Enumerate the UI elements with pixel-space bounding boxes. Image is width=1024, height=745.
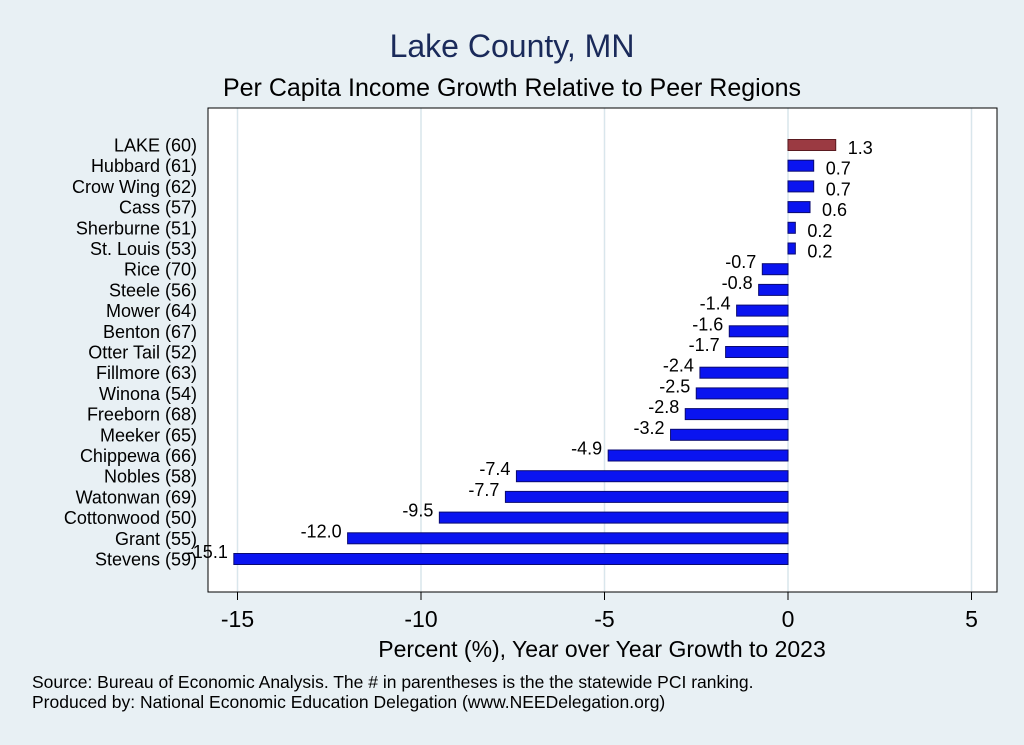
bar xyxy=(233,553,789,565)
chart-title: Lake County, MN xyxy=(389,28,635,64)
value-label: -15.1 xyxy=(187,542,228,562)
bar xyxy=(670,428,789,441)
value-label: 0.7 xyxy=(826,159,851,179)
value-label: 0.2 xyxy=(807,221,832,241)
category-label: Watonwan (69) xyxy=(76,487,197,507)
x-tick-label: 5 xyxy=(965,606,978,632)
value-label: -7.4 xyxy=(479,459,510,479)
bar xyxy=(684,408,789,421)
category-label: St. Louis (53) xyxy=(90,239,197,259)
value-label: -0.7 xyxy=(725,252,756,272)
bar xyxy=(787,242,796,255)
plot-frame xyxy=(207,107,998,593)
footer-notes: Source: Bureau of Economic Analysis. The… xyxy=(32,672,753,712)
value-label: -12.0 xyxy=(301,521,342,541)
category-label: Stevens (59) xyxy=(95,550,197,570)
category-label: Benton (67) xyxy=(103,322,197,342)
category-label: Otter Tail (52) xyxy=(88,343,197,363)
bar xyxy=(699,366,789,379)
x-tick-label: -10 xyxy=(404,606,437,632)
bar xyxy=(761,263,789,276)
x-axis-label: Percent (%), Year over Year Growth to 20… xyxy=(378,636,826,662)
value-label: 1.3 xyxy=(848,138,873,158)
value-label: -1.6 xyxy=(692,314,723,334)
chart-subtitle: Per Capita Income Growth Relative to Pee… xyxy=(222,74,802,102)
x-tick-label: -15 xyxy=(221,606,254,632)
value-label: -2.8 xyxy=(648,397,679,417)
bar xyxy=(787,139,837,151)
bar xyxy=(607,449,789,462)
value-label: -2.5 xyxy=(659,376,690,396)
category-label: Winona (54) xyxy=(99,384,197,404)
value-label: -2.4 xyxy=(663,356,694,376)
bar xyxy=(695,387,789,400)
bar xyxy=(787,221,796,234)
value-label: -7.7 xyxy=(468,480,499,500)
category-label: Hubbard (61) xyxy=(91,156,197,176)
x-tick-label: -5 xyxy=(594,606,614,632)
category-label: Freeborn (68) xyxy=(87,405,197,425)
value-label: -4.9 xyxy=(571,439,602,459)
category-label: LAKE (60) xyxy=(114,136,197,156)
category-label: Meeker (65) xyxy=(100,425,197,445)
category-label: Steele (56) xyxy=(109,280,197,300)
bar xyxy=(787,159,815,172)
category-label: Rice (70) xyxy=(124,260,197,280)
value-label: 0.2 xyxy=(807,242,832,262)
category-label: Grant (55) xyxy=(115,529,197,549)
x-tick-label: 0 xyxy=(782,606,795,632)
category-label: Cass (57) xyxy=(119,198,197,218)
category-label: Nobles (58) xyxy=(104,467,197,487)
category-label: Sherburne (51) xyxy=(76,218,197,238)
bar xyxy=(725,346,789,358)
value-label: -1.4 xyxy=(700,294,731,314)
bar xyxy=(758,283,789,296)
bar xyxy=(736,304,789,317)
produced-by-note: Produced by: National Economic Education… xyxy=(32,692,666,712)
bar xyxy=(515,470,789,483)
category-label: Cottonwood (50) xyxy=(64,508,197,528)
bar xyxy=(728,325,789,338)
source-note: Source: Bureau of Economic Analysis. The… xyxy=(32,672,754,692)
bar xyxy=(504,490,789,503)
plot-area xyxy=(208,108,997,592)
bar xyxy=(787,201,811,214)
category-label: Crow Wing (62) xyxy=(72,177,197,197)
value-label: -3.2 xyxy=(634,418,665,438)
bar xyxy=(347,532,789,545)
bar xyxy=(787,180,815,193)
value-label: -1.7 xyxy=(689,335,720,355)
category-label: Fillmore (63) xyxy=(96,363,197,383)
bar xyxy=(438,511,789,524)
value-label: -0.8 xyxy=(722,273,753,293)
category-label: Chippewa (66) xyxy=(80,446,197,466)
category-label: Mower (64) xyxy=(106,301,197,321)
value-label: -9.5 xyxy=(402,501,433,521)
value-label: 0.6 xyxy=(822,200,847,220)
value-label: 0.7 xyxy=(826,179,851,199)
